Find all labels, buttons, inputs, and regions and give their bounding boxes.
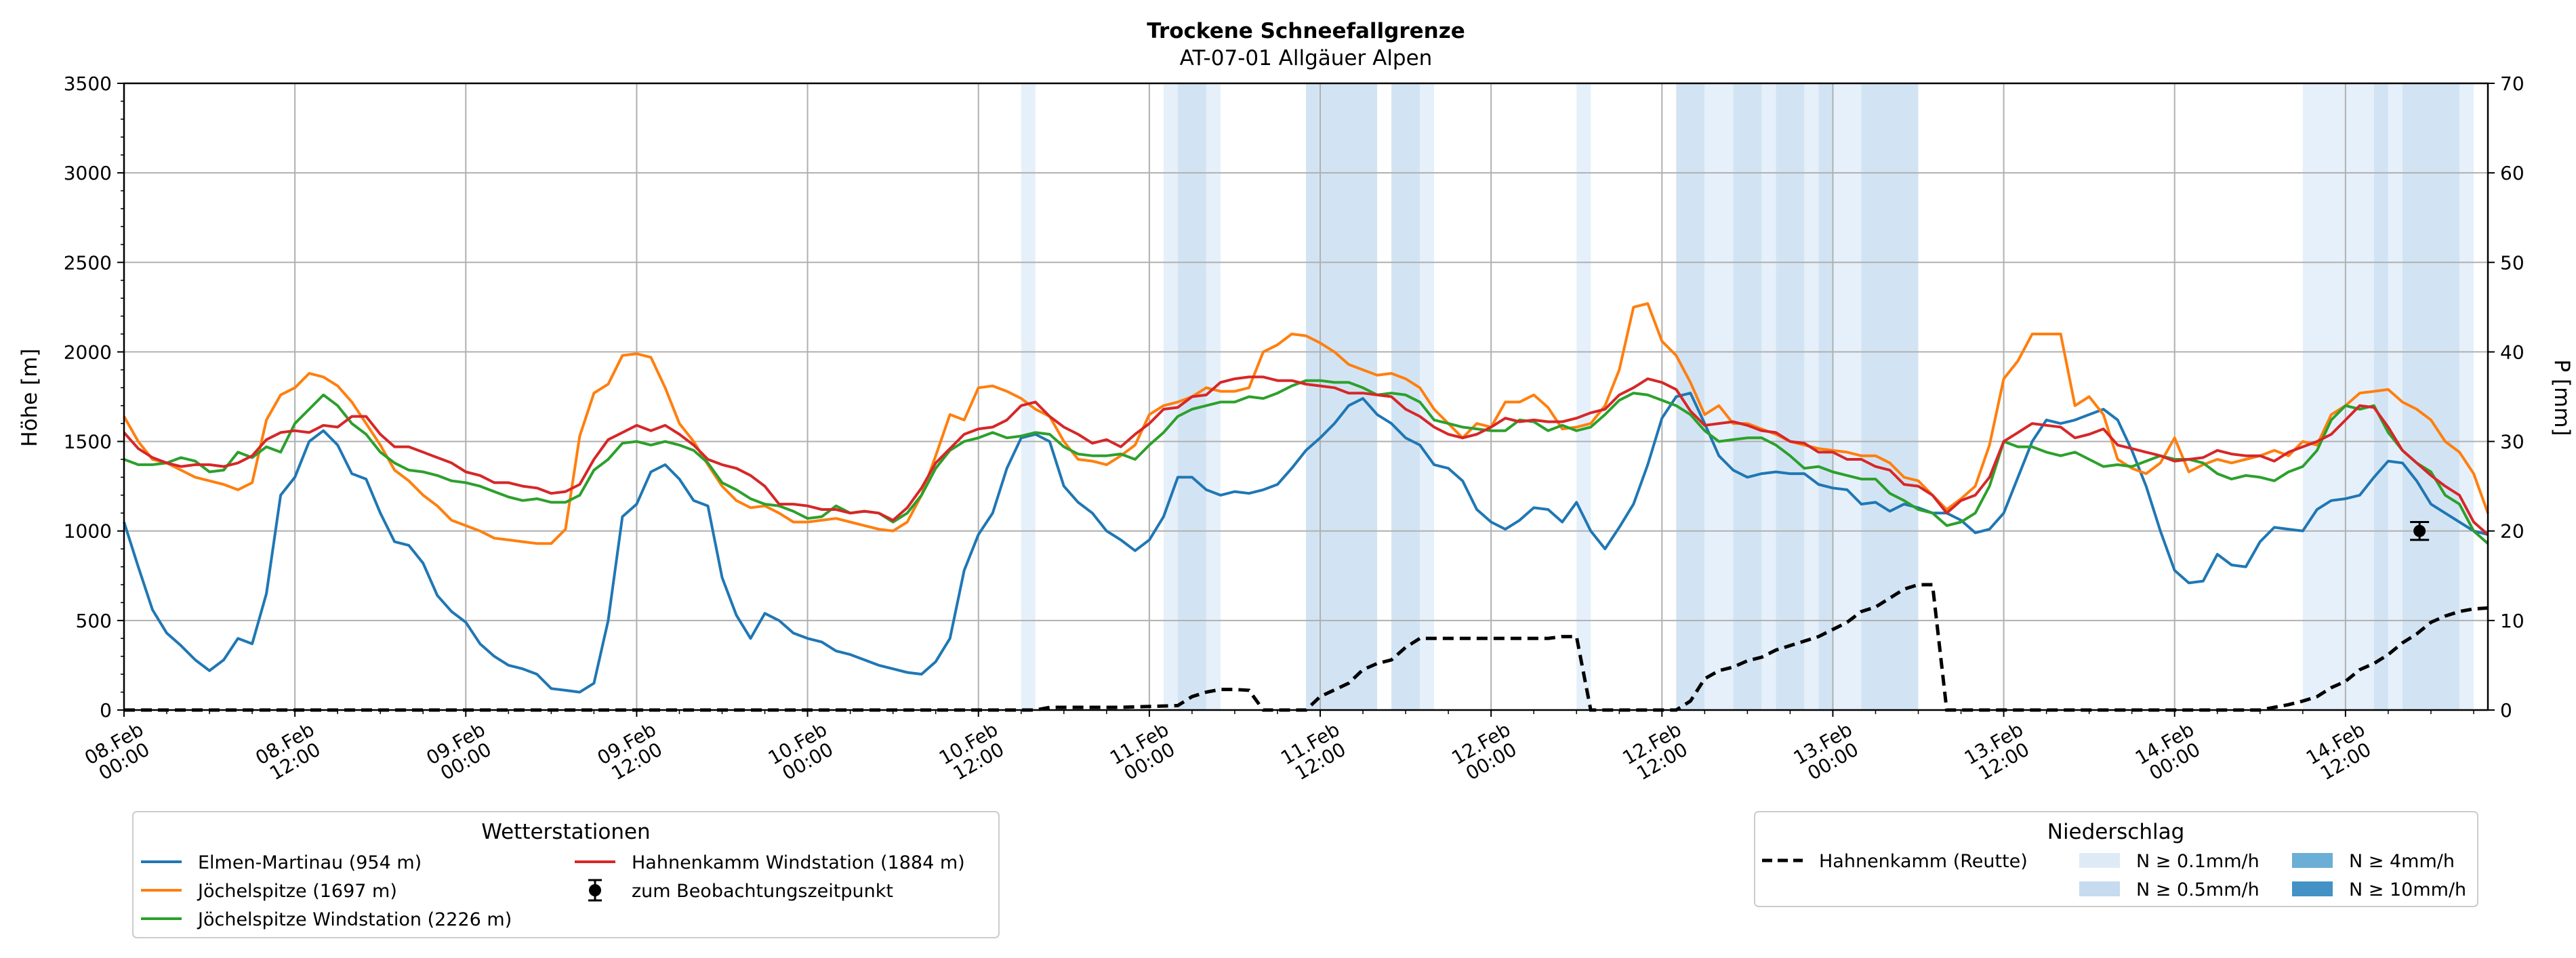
- legend-label-n01: N ≥ 0.1mm/h: [2136, 851, 2260, 872]
- precip-band-17: [2302, 83, 2374, 710]
- observation-marker: [2410, 521, 2430, 541]
- y2-tick-label-20: 20: [2500, 520, 2524, 543]
- y2-tick-label-40: 40: [2500, 341, 2524, 363]
- legend-label-n4: N ≥ 4mm/h: [2349, 851, 2455, 872]
- legend-label-elmen: Elmen-Martinau (954 m): [198, 852, 422, 873]
- precip-band-15: [1833, 83, 1862, 710]
- series-line-hahnenkamm-windstation-1884-m: [123, 375, 2489, 536]
- precip-band-11: [1761, 83, 1776, 710]
- precip-bands: [1021, 83, 2474, 710]
- series-line-elmen-martinau-954-m: [123, 392, 2489, 694]
- legend-swatch-n05: [2079, 881, 2120, 896]
- y-tick-label-1500: 1500: [64, 431, 112, 453]
- legend-label-n05: N ≥ 0.5mm/h: [2136, 879, 2260, 900]
- y2-tick-label-70: 70: [2500, 72, 2524, 95]
- legend-swatch-n01: [2079, 853, 2120, 868]
- y-tick-label-2500: 2500: [64, 251, 112, 274]
- precip-band-7: [1576, 83, 1591, 710]
- precip-band-13: [1804, 83, 1819, 710]
- precip-band-18: [2373, 83, 2388, 710]
- y-tick-label-1000: 1000: [64, 520, 112, 543]
- precip-band-0: [1021, 83, 1036, 710]
- series-line-j-chelspitze-windstation-2226-m: [123, 379, 2489, 545]
- precip-band-1: [1163, 83, 1178, 710]
- y2-tick-label-50: 50: [2500, 251, 2524, 274]
- precip-band-16: [1861, 83, 1919, 710]
- station-lines: [123, 302, 2489, 694]
- legend-precip-title: Niederschlag: [2047, 820, 2185, 844]
- chart-subtitle: AT-07-01 Allgäuer Alpen: [1180, 46, 1433, 70]
- precip-band-12: [1776, 83, 1805, 710]
- precip-band-5: [1391, 83, 1420, 710]
- legend-precip: Niederschlag Hahnenkamm (Reutte) N ≥ 0.1…: [1754, 811, 2478, 907]
- legend-label-joechelspitze: Jöchelspitze (1697 m): [197, 881, 397, 902]
- observation-point: [2413, 524, 2426, 537]
- legend-stations-title: Wetterstationen: [481, 820, 650, 844]
- precip-band-3: [1206, 83, 1221, 710]
- legend-swatch-observation: [588, 879, 602, 902]
- legend-swatch-n4: [2292, 853, 2333, 868]
- legend-stations-box: [132, 811, 1000, 938]
- chart-title: Trockene Schneefallgrenze: [1147, 19, 1465, 43]
- precip-band-10: [1733, 83, 1762, 710]
- y-axis-label: Höhe [m]: [18, 348, 42, 446]
- legend-label-joechelspitze-wind: Jöchelspitze Windstation (2226 m): [197, 909, 512, 930]
- y-tick-label-0: 0: [100, 699, 112, 722]
- y-tick-label-3500: 3500: [64, 72, 112, 95]
- legend-stations: Wetterstationen Elmen-Martinau (954 m) J…: [132, 811, 1000, 938]
- legend-label-hahnenkamm-wind: Hahnenkamm Windstation (1884 m): [632, 852, 965, 873]
- precip-band-4: [1306, 83, 1378, 710]
- precip-band-9: [1704, 83, 1734, 710]
- y2-axis-label: P [mm]: [2550, 359, 2574, 436]
- plot-frame: [123, 82, 2489, 711]
- y2-tick-label-10: 10: [2500, 610, 2524, 632]
- precip-band-21: [2459, 83, 2474, 710]
- y-tick-label-3000: 3000: [64, 162, 112, 184]
- y2-tick-label-0: 0: [2500, 699, 2512, 722]
- legend-swatch-n10: [2292, 881, 2333, 896]
- y2-tick-label-30: 30: [2500, 431, 2524, 453]
- precip-band-14: [1818, 83, 1833, 710]
- legend-label-precip: Hahnenkamm (Reutte): [1819, 851, 2028, 872]
- y2-tick-label-60: 60: [2500, 162, 2524, 184]
- y-tick-label-500: 500: [76, 610, 112, 632]
- legend-label-n10: N ≥ 10mm/h: [2349, 879, 2466, 900]
- series-line-j-chelspitze-1697-m: [123, 302, 2489, 545]
- precip-band-20: [2402, 83, 2459, 710]
- y-tick-label-2000: 2000: [64, 341, 112, 363]
- legend-label-observation: zum Beobachtungszeitpunkt: [632, 881, 893, 902]
- grid: [123, 83, 2488, 711]
